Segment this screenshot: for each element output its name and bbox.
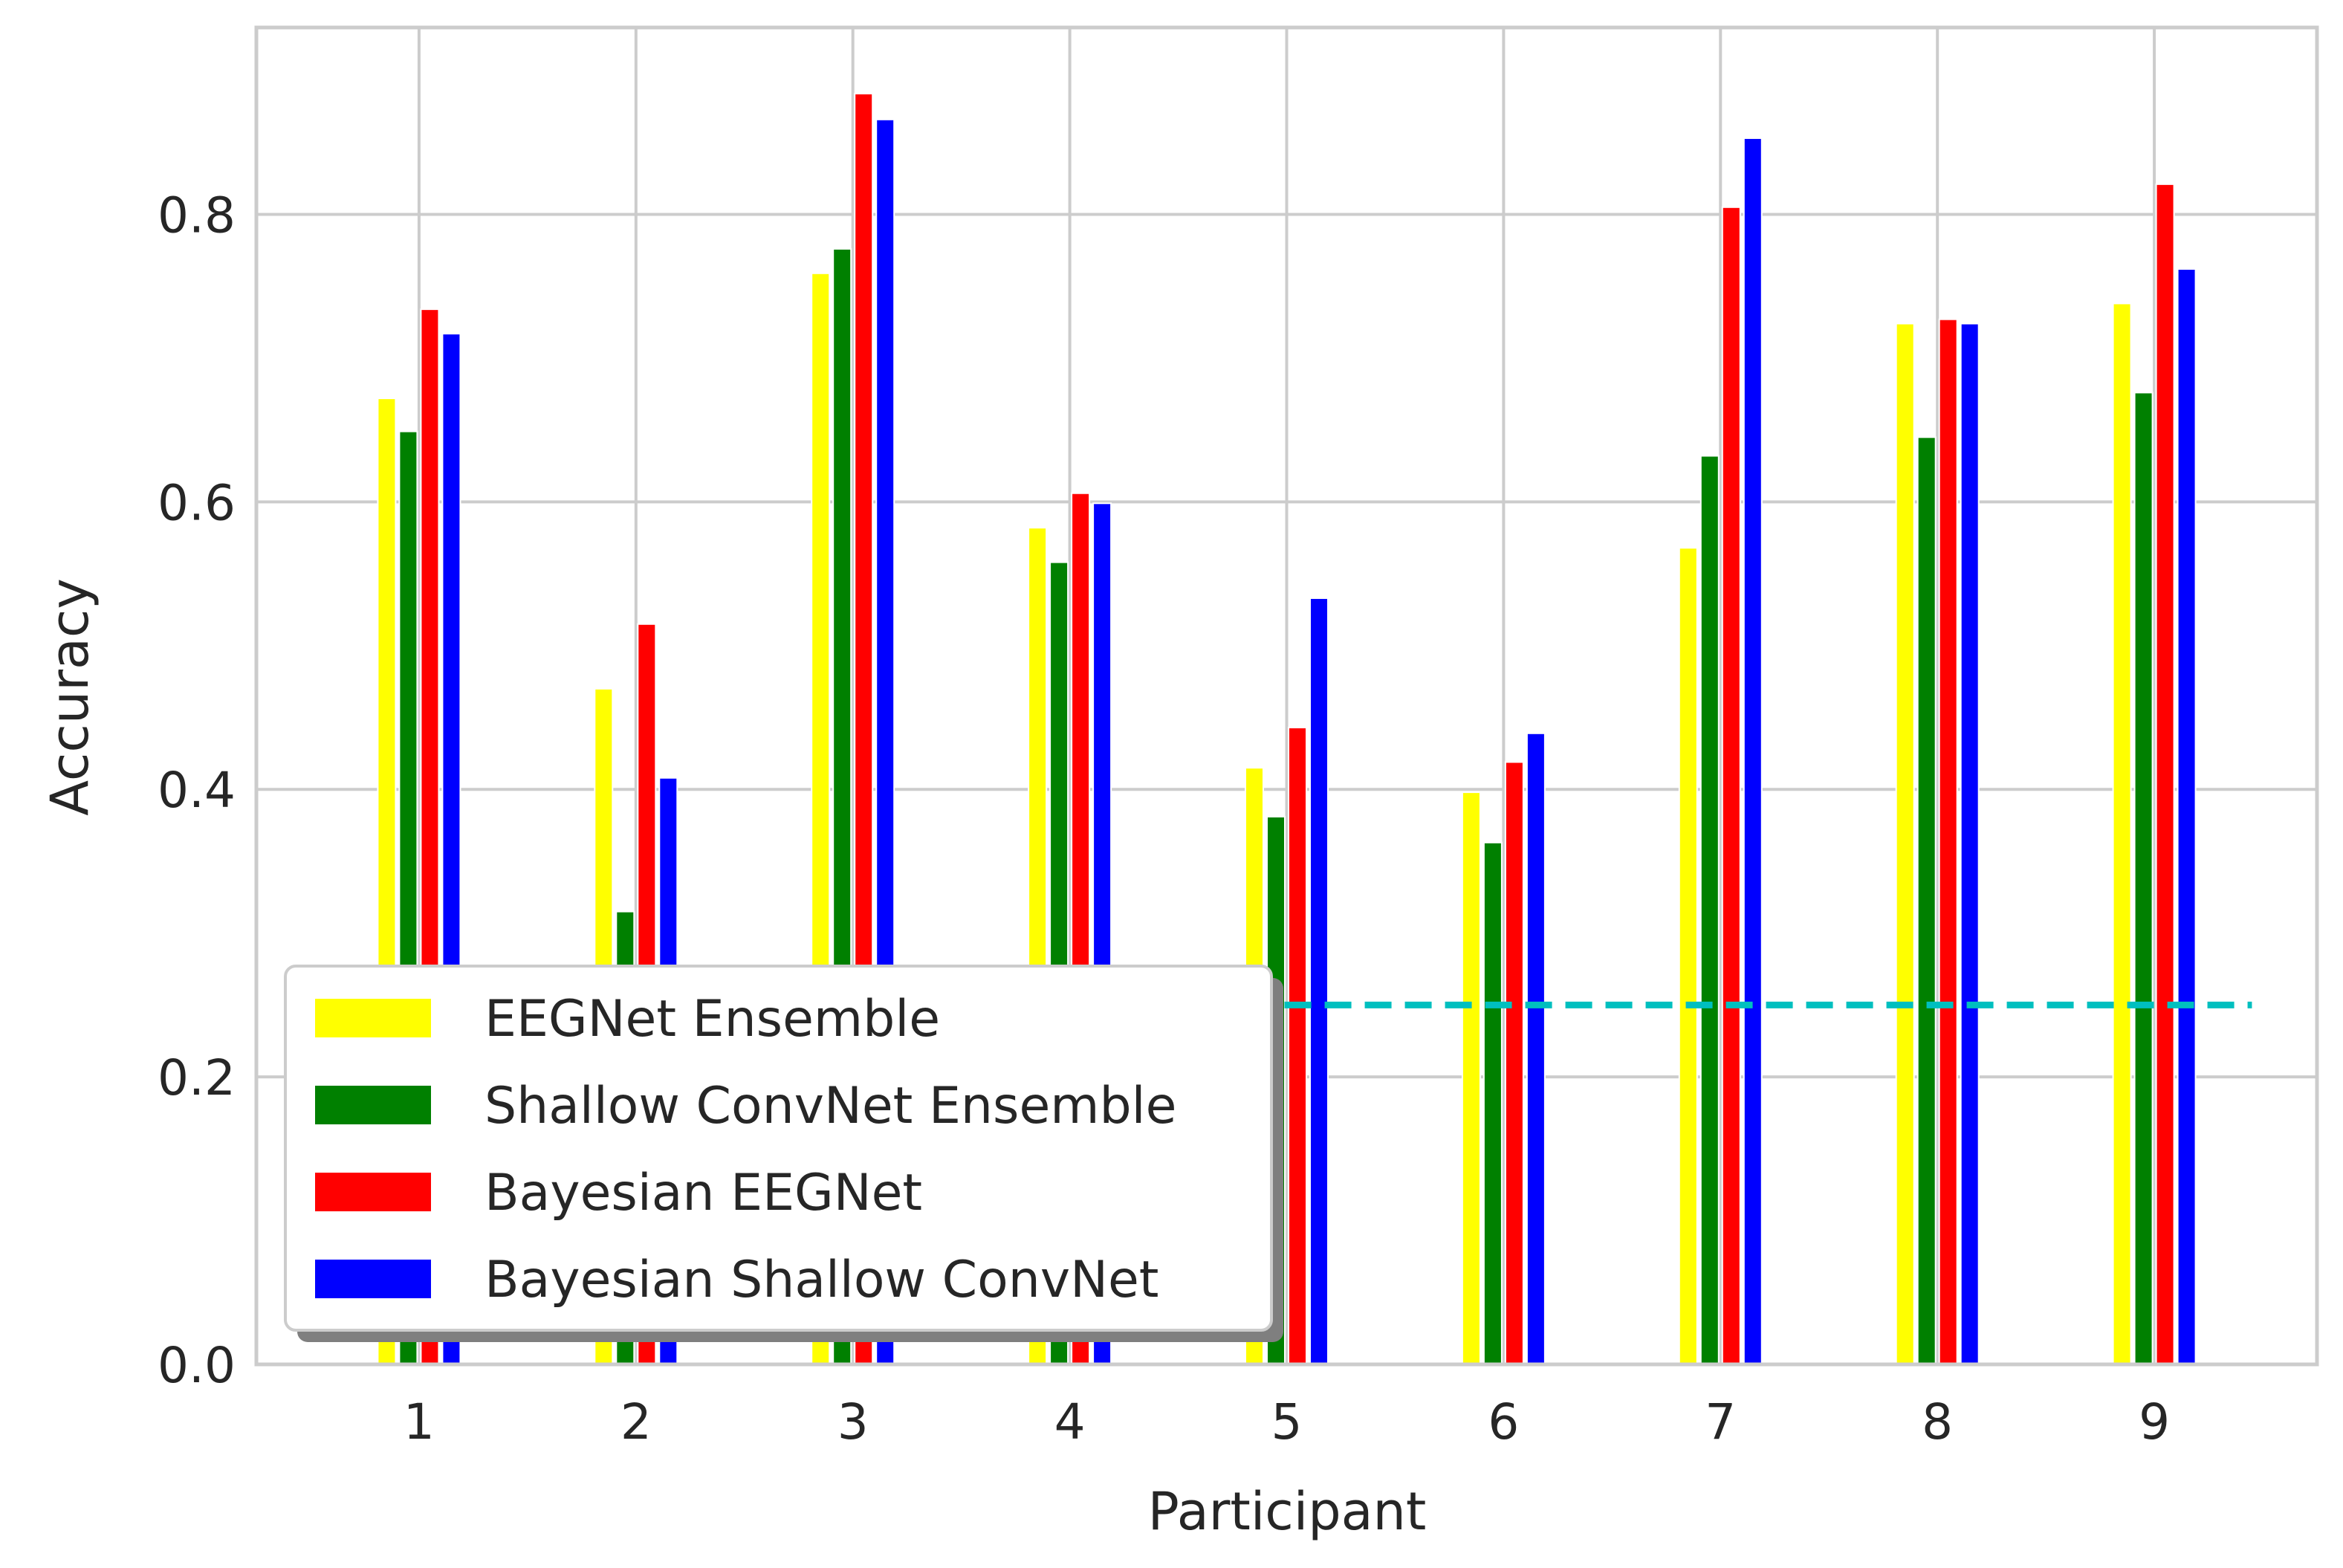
x-tick-label: 2 xyxy=(620,1393,652,1451)
bar-bayesian-eegnet-p9[interactable] xyxy=(2155,183,2175,1365)
legend-label: Shallow ConvNet Ensemble xyxy=(485,1077,1176,1135)
y-tick-label: 0.8 xyxy=(158,187,236,244)
y-tick-label: 0.0 xyxy=(158,1337,236,1394)
bar-bayesian-eegnet-p7[interactable] xyxy=(1721,206,1741,1366)
y-axis-label: Accuracy xyxy=(39,578,100,816)
bar-eegnet-ensemble-p7[interactable] xyxy=(1678,547,1698,1366)
legend: EEGNet Ensemble Shallow ConvNet Ensemble B… xyxy=(284,965,1283,1342)
plot-frame xyxy=(254,25,2319,1367)
x-tick-label: 5 xyxy=(1271,1393,1303,1451)
bar-bayesian-shallow-convnet-p6[interactable] xyxy=(1526,732,1546,1365)
legend-label: Bayesian Shallow ConvNet xyxy=(485,1251,1158,1309)
bar-bayesian-shallow-convnet-p5[interactable] xyxy=(1309,597,1329,1365)
bar-shallow-convnet-ensemble-p7[interactable] xyxy=(1699,455,1720,1365)
bar-shallow-convnet-ensemble-p9[interactable] xyxy=(2133,392,2154,1365)
x-axis-label: Participant xyxy=(1148,1481,1427,1542)
y-tick-label: 0.2 xyxy=(158,1049,236,1107)
bar-bayesian-shallow-convnet-p7[interactable] xyxy=(1743,137,1763,1365)
legend-box xyxy=(284,965,1273,1332)
bar-shallow-convnet-ensemble-p8[interactable] xyxy=(1916,436,1937,1366)
x-tick-label: 3 xyxy=(837,1393,869,1451)
bar-bayesian-shallow-convnet-p8[interactable] xyxy=(1960,323,1980,1365)
x-tick-label: 7 xyxy=(1705,1393,1736,1451)
legend-label: EEGNet Ensemble xyxy=(485,990,940,1049)
y-tick-label: 0.6 xyxy=(158,474,236,531)
bar-shallow-convnet-ensemble-p6[interactable] xyxy=(1482,841,1503,1365)
axes: 0.0 0.2 0.4 0.6 0.8 1 2 3 4 5 6 7 8 9 xyxy=(158,25,2319,1451)
bar-eegnet-ensemble-p8[interactable] xyxy=(1895,323,1915,1365)
x-tick-label: 8 xyxy=(1922,1393,1953,1451)
bar-bayesian-eegnet-p5[interactable] xyxy=(1288,727,1307,1365)
x-tick-label: 4 xyxy=(1054,1393,1086,1451)
bar-eegnet-ensemble-p6[interactable] xyxy=(1461,791,1481,1365)
x-tick-label: 6 xyxy=(1488,1393,1519,1451)
bar-bayesian-shallow-convnet-p9[interactable] xyxy=(2177,268,2197,1366)
legend-swatch xyxy=(315,1260,431,1298)
legend-swatch xyxy=(315,1086,431,1124)
x-tick-label: 9 xyxy=(2139,1393,2170,1451)
bar-bayesian-eegnet-p6[interactable] xyxy=(1504,761,1524,1365)
x-tick-label: 1 xyxy=(404,1393,435,1451)
legend-swatch xyxy=(315,999,431,1037)
bar-eegnet-ensemble-p9[interactable] xyxy=(2112,302,2132,1365)
bar-bayesian-eegnet-p8[interactable] xyxy=(1938,318,1958,1365)
legend-label: Bayesian EEGNet xyxy=(485,1164,922,1222)
legend-swatch xyxy=(315,1173,431,1211)
y-tick-label: 0.4 xyxy=(158,762,236,819)
